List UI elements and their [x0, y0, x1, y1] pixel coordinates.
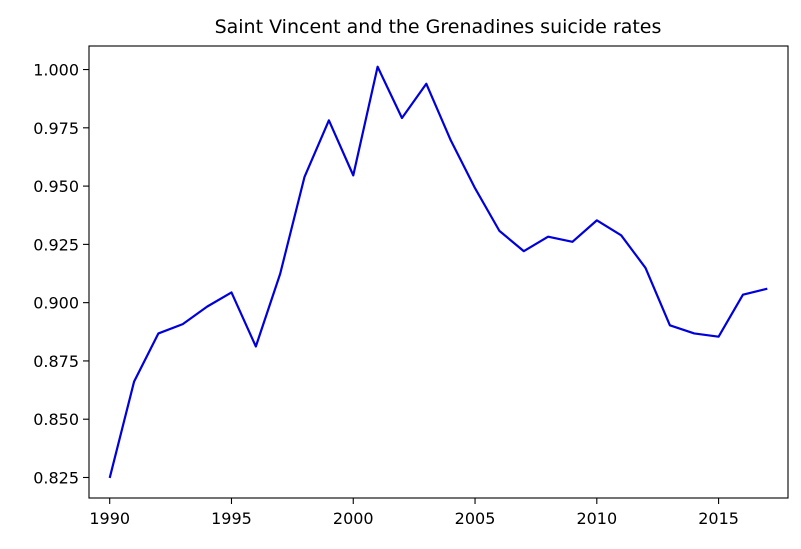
y-tick-label: 1.000 [33, 61, 79, 80]
series-line-0 [108, 65, 768, 479]
y-tick-label: 0.925 [33, 235, 79, 254]
plot-area [108, 65, 768, 479]
y-tick-label: 0.900 [33, 294, 79, 313]
plot-frame [88, 45, 789, 499]
x-tick-label: 2010 [576, 509, 617, 528]
x-tick-label: 1990 [89, 509, 130, 528]
chart-title: Saint Vincent and the Grenadines suicide… [215, 16, 662, 38]
axes: 1990 1995 2000 2005 2010 2015 0.825 0.850 0.875 0… [33, 45, 789, 528]
x-tick-label: 2005 [455, 509, 496, 528]
y-tick-label: 0.850 [33, 410, 79, 429]
y-tick-label: 0.875 [33, 352, 79, 371]
y-tick-label: 0.975 [33, 119, 79, 138]
x-tick-label: 2000 [333, 509, 374, 528]
x-tick-label: 2015 [698, 509, 739, 528]
y-tick-label: 0.950 [33, 177, 79, 196]
y-tick-label: 0.825 [33, 468, 79, 487]
x-tick-label: 1995 [211, 509, 252, 528]
